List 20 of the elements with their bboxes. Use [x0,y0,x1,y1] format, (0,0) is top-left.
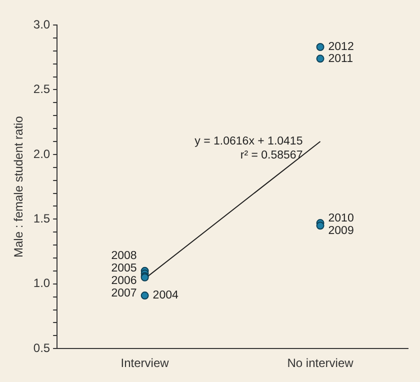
y-tick-label: 0.5 [33,340,50,355]
annotation: r² = 0.58567 [240,150,303,162]
x-tick-label: No interview [287,356,354,370]
x-tick-label: Interview [120,356,170,370]
y-tick-label: 2.0 [33,146,50,161]
annotation: 2004 [152,290,179,302]
y-tick-label: 1.5 [33,211,50,226]
annotation: 2011 [328,52,354,65]
annotation: y = 1.0616x + 1.0415 [194,136,303,148]
y-axis-title: Male : female student ratio [12,116,26,258]
annotation: 2005 [111,262,137,274]
annotation: 2008 [111,250,137,262]
text: 1.0 [33,276,50,290]
annotation: 2012 [328,41,354,54]
y-tick-label: 3.0 [33,17,50,32]
annotation: 2010 [328,212,354,224]
y-tick-label: 2.5 [33,82,50,96]
annotation: 2007 [111,287,137,300]
annotation: 2006 [111,274,137,287]
annotation: 2009 [328,224,354,237]
